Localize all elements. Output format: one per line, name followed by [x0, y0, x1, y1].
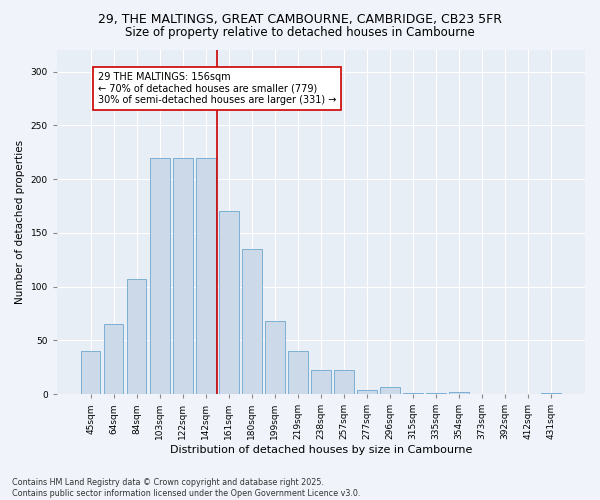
Bar — [81, 351, 100, 394]
Bar — [426, 393, 446, 394]
Bar — [242, 249, 262, 394]
Bar — [334, 370, 354, 394]
Bar — [104, 324, 124, 394]
Bar — [150, 158, 170, 394]
Bar — [219, 212, 239, 394]
Bar — [127, 279, 146, 394]
Bar — [541, 393, 561, 394]
Bar — [196, 158, 215, 394]
Y-axis label: Number of detached properties: Number of detached properties — [15, 140, 25, 304]
Text: 29, THE MALTINGS, GREAT CAMBOURNE, CAMBRIDGE, CB23 5FR: 29, THE MALTINGS, GREAT CAMBOURNE, CAMBR… — [98, 12, 502, 26]
Bar — [311, 370, 331, 394]
Text: Contains HM Land Registry data © Crown copyright and database right 2025.
Contai: Contains HM Land Registry data © Crown c… — [12, 478, 361, 498]
Text: 29 THE MALTINGS: 156sqm
← 70% of detached houses are smaller (779)
30% of semi-d: 29 THE MALTINGS: 156sqm ← 70% of detache… — [98, 72, 336, 104]
Bar — [357, 390, 377, 394]
Bar — [288, 351, 308, 394]
Text: Size of property relative to detached houses in Cambourne: Size of property relative to detached ho… — [125, 26, 475, 39]
Bar — [449, 392, 469, 394]
Bar — [380, 386, 400, 394]
Bar — [265, 321, 284, 394]
Bar — [403, 393, 423, 394]
X-axis label: Distribution of detached houses by size in Cambourne: Distribution of detached houses by size … — [170, 445, 472, 455]
Bar — [173, 158, 193, 394]
